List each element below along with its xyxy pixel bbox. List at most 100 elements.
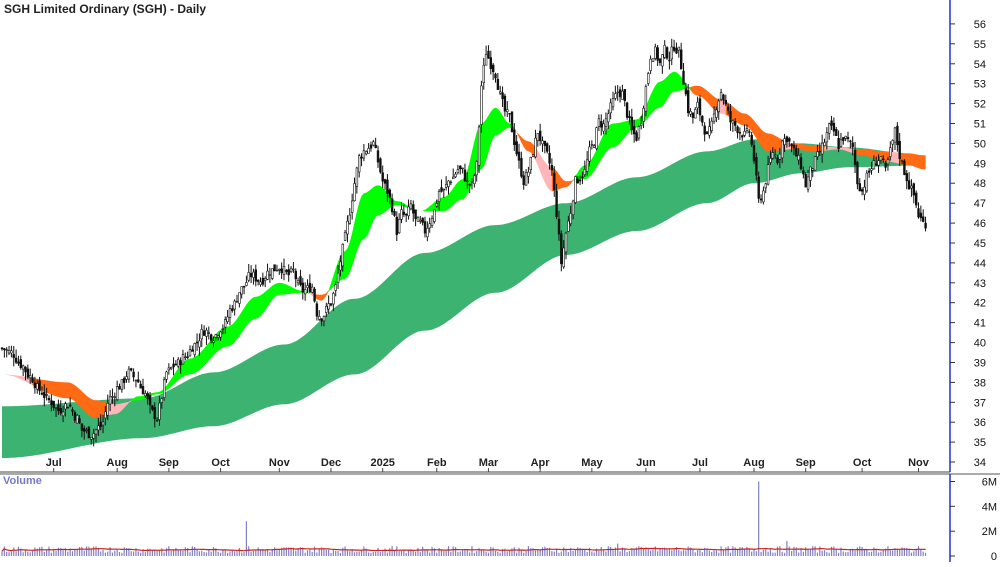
volume-tick-label: 0 (991, 551, 997, 562)
candle-body (389, 190, 391, 197)
candle-body (206, 330, 208, 336)
candle-body (774, 155, 776, 156)
price-tick-label: 55 (974, 39, 986, 51)
candle-body (842, 138, 844, 141)
candle-body (286, 270, 288, 271)
candle-body (565, 233, 567, 252)
price-tick-label: 43 (974, 278, 986, 290)
candle-body (358, 156, 360, 172)
candle-body (173, 364, 175, 367)
candle-body (784, 139, 786, 145)
candle-body (325, 306, 327, 312)
candle-body (234, 301, 236, 309)
candle-body (673, 47, 675, 50)
candle-body (833, 123, 835, 131)
candle-body (525, 172, 527, 185)
candle-body (401, 210, 403, 220)
candle-body (199, 341, 201, 347)
candle-body (380, 159, 382, 172)
price-tick-label: 40 (974, 338, 986, 350)
candle-body (568, 221, 570, 231)
candle-body (495, 74, 497, 78)
candle-body (168, 368, 170, 370)
candle-body (119, 386, 121, 389)
candle-body (349, 215, 351, 223)
candle-body (215, 335, 217, 338)
candle-body (417, 217, 419, 221)
candle-body (591, 144, 593, 145)
candle-body (29, 375, 31, 378)
candle-body (838, 138, 840, 148)
candle-body (570, 213, 572, 223)
price-tick-label: 37 (974, 397, 986, 409)
candle-body (431, 219, 433, 226)
candle-body (478, 127, 480, 165)
candle-body (51, 401, 53, 405)
candle-body (607, 114, 609, 122)
candle-body (154, 408, 156, 419)
candle-body (3, 349, 5, 350)
candle-body (579, 180, 581, 181)
candle-body (295, 271, 297, 279)
candle-body (283, 266, 285, 274)
candle-body (544, 141, 546, 146)
candle-body (718, 101, 720, 112)
candle-body (398, 219, 400, 232)
candle-body (603, 124, 605, 131)
candle-body (854, 150, 856, 164)
candle-body (560, 234, 562, 264)
candle-body (274, 265, 276, 271)
candle-body (239, 293, 241, 304)
candle-body (147, 394, 149, 400)
candle-body (469, 184, 471, 185)
candle-body (194, 343, 196, 354)
candle-body (27, 369, 29, 377)
candle-body (450, 182, 452, 183)
x-tick-label: Jun (636, 457, 656, 469)
candle-body (243, 286, 245, 287)
candle-body (716, 110, 718, 118)
candle-body (619, 90, 621, 97)
candle-body (880, 157, 882, 161)
candle-body (647, 74, 649, 84)
candle-body (699, 99, 701, 115)
candle-body (394, 211, 396, 215)
candle-body (142, 386, 144, 394)
candle-body (36, 384, 38, 390)
candle-body (758, 177, 760, 199)
candle-body (41, 393, 43, 394)
candle-body (13, 354, 15, 357)
price-tick-label: 46 (974, 218, 986, 230)
candle-body (58, 405, 60, 411)
x-tick-label: Dec (321, 457, 341, 469)
candle-body (492, 65, 494, 72)
candle-body (436, 203, 438, 206)
candle-body (680, 50, 682, 69)
candle-body (528, 172, 530, 176)
candle-body (713, 114, 715, 121)
candle-body (363, 151, 365, 158)
candle-body (920, 213, 922, 218)
candle-body (760, 199, 762, 200)
candle-body (831, 121, 833, 126)
x-tick-label: Jul (46, 457, 62, 469)
candle-body (701, 116, 703, 122)
candle-body (516, 142, 518, 154)
price-tick-label: 50 (974, 138, 986, 150)
candle-body (499, 92, 501, 93)
volume-tick-label: 2M (982, 526, 997, 538)
candle-body (182, 355, 184, 364)
candle-body (640, 124, 642, 126)
candle-body (307, 286, 309, 288)
candle-body (488, 51, 490, 58)
candle-body (904, 161, 906, 175)
candle-body (231, 309, 233, 311)
candle-body (788, 139, 790, 142)
candle-body (241, 287, 243, 295)
candle-body (43, 392, 45, 398)
candle-body (666, 48, 668, 59)
x-tick-label: Nov (908, 457, 930, 469)
candle-body (615, 94, 617, 99)
price-tick-label: 52 (974, 99, 986, 111)
candle-body (18, 362, 20, 364)
